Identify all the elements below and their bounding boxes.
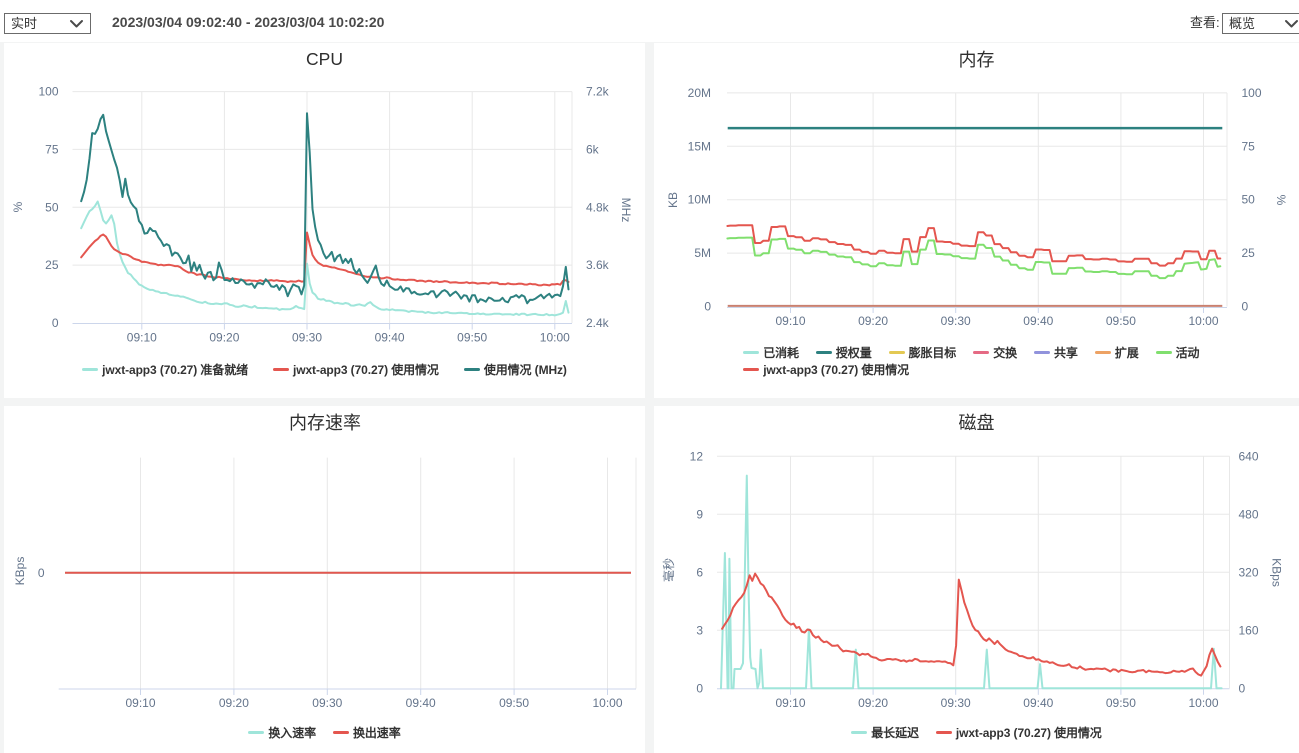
svg-text:MHz: MHz [619,198,633,223]
svg-text:50: 50 [45,200,59,214]
svg-text:09:20: 09:20 [219,696,249,710]
svg-text:75: 75 [1242,139,1256,153]
svg-text:50: 50 [1242,193,1256,207]
svg-text:0: 0 [696,681,703,695]
svg-text:09:40: 09:40 [1023,314,1053,328]
svg-text:100: 100 [1242,86,1262,100]
svg-text:640: 640 [1239,449,1259,463]
svg-text:查看:: 查看: [1190,15,1220,30]
svg-text:09:30: 09:30 [941,696,971,710]
svg-text:09:50: 09:50 [1106,314,1136,328]
svg-text:09:30: 09:30 [941,314,971,328]
svg-text:7.2k: 7.2k [586,85,610,99]
svg-text:09:10: 09:10 [125,696,155,710]
svg-text:12: 12 [690,449,704,463]
svg-text:6: 6 [696,565,703,579]
svg-text:09:20: 09:20 [858,314,888,328]
svg-text:09:30: 09:30 [292,331,322,345]
svg-text:内存: 内存 [959,50,995,70]
svg-text:%: % [11,201,25,212]
svg-text:9: 9 [696,507,703,521]
svg-text:09:40: 09:40 [1023,696,1053,710]
svg-text:3: 3 [696,623,703,637]
svg-text:100: 100 [38,85,58,99]
svg-text:15M: 15M [688,139,711,153]
svg-text:KBps: KBps [1270,558,1284,587]
svg-text:10:00: 10:00 [1188,696,1218,710]
svg-text:09:50: 09:50 [1106,696,1136,710]
svg-text:3.6k: 3.6k [586,258,610,272]
svg-text:%: % [1274,195,1288,206]
svg-text:内存速率: 内存速率 [289,413,361,433]
svg-text:磁盘: 磁盘 [959,413,995,433]
svg-text:4.8k: 4.8k [586,200,610,214]
svg-text:480: 480 [1239,507,1259,521]
svg-text:0: 0 [52,316,59,330]
svg-text:09:10: 09:10 [775,696,805,710]
svg-text:160: 160 [1239,623,1259,637]
svg-text:09:20: 09:20 [209,331,239,345]
svg-text:09:50: 09:50 [457,331,487,345]
svg-text:KBps: KBps [13,557,27,586]
svg-text:09:40: 09:40 [375,331,405,345]
svg-text:10:00: 10:00 [592,696,622,710]
svg-text:0: 0 [38,566,45,580]
svg-text:09:20: 09:20 [858,696,888,710]
svg-text:0: 0 [704,300,711,314]
svg-text:20M: 20M [688,86,711,100]
svg-text:毫秒: 毫秒 [661,558,676,582]
svg-text:09:30: 09:30 [312,696,342,710]
svg-text:CPU: CPU [306,49,343,69]
svg-text:75: 75 [45,142,59,156]
svg-text:6k: 6k [586,142,600,156]
svg-text:320: 320 [1239,565,1259,579]
svg-text:25: 25 [1242,246,1256,260]
svg-text:5M: 5M [694,246,711,260]
svg-text:概览: 概览 [1229,16,1255,31]
svg-text:KB: KB [666,192,680,208]
svg-text:10:00: 10:00 [540,331,570,345]
svg-text:10M: 10M [688,193,711,207]
svg-text:0: 0 [1239,681,1246,695]
svg-text:09:40: 09:40 [406,696,436,710]
svg-text:25: 25 [45,258,59,272]
svg-text:10:00: 10:00 [1188,314,1218,328]
svg-text:2.4k: 2.4k [586,316,610,330]
svg-text:09:10: 09:10 [127,331,157,345]
svg-text:09:50: 09:50 [499,696,529,710]
svg-text:2023/03/04 09:02:40 - 2023/03/: 2023/03/04 09:02:40 - 2023/03/04 10:02:2… [112,14,385,30]
svg-text:0: 0 [1242,300,1249,314]
svg-text:实时: 实时 [11,16,37,31]
svg-text:09:10: 09:10 [775,314,805,328]
